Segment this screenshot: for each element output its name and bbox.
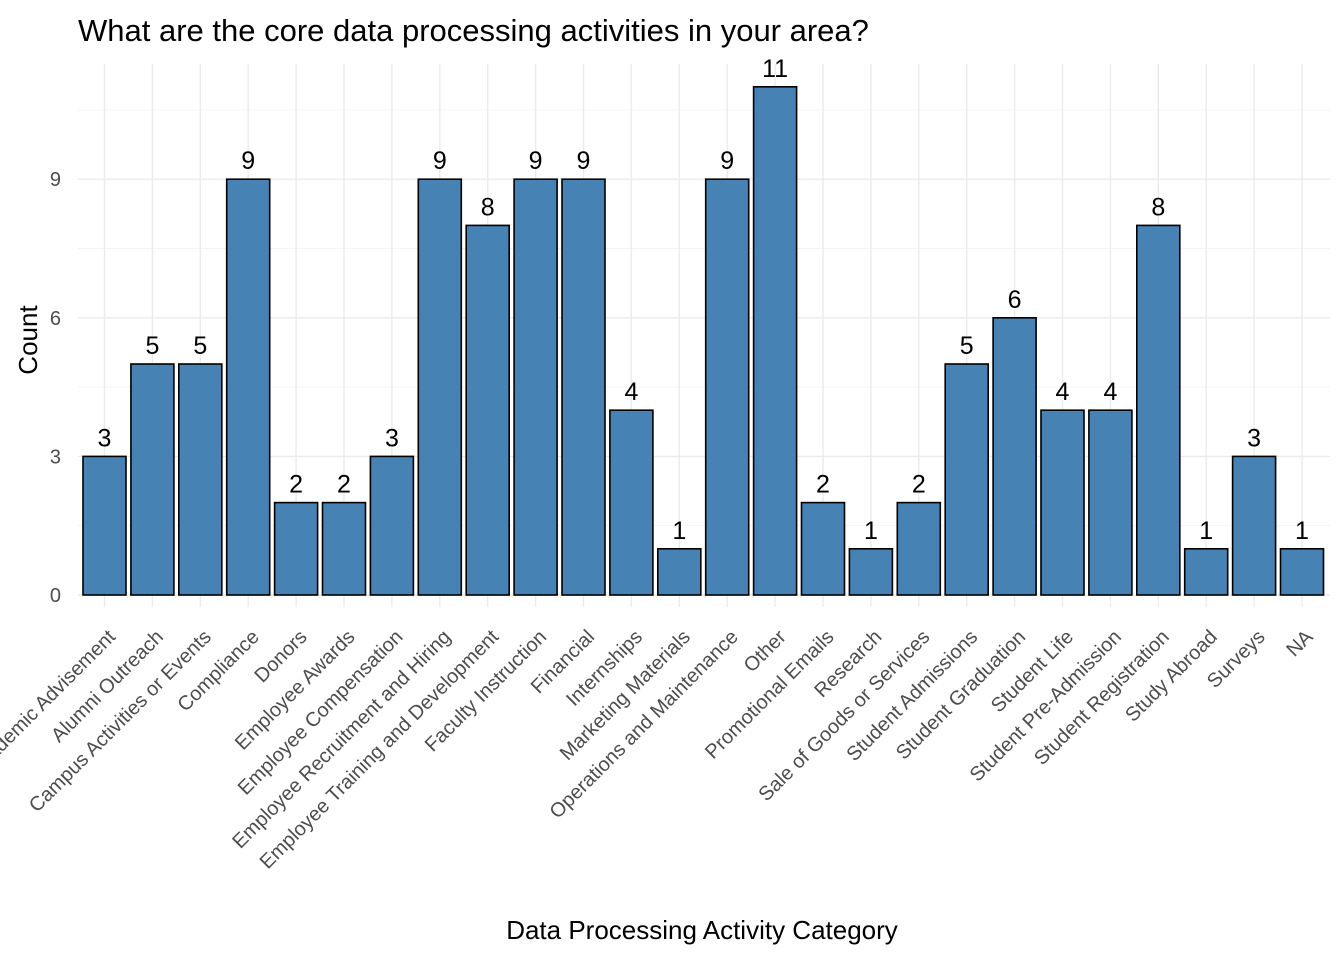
bar-17 [896,501,942,596]
bar-14 [752,86,798,596]
bar-16 [848,547,894,596]
bar-11 [609,409,654,596]
bar-value-label: 4 [624,378,638,406]
bar-13 [704,178,750,596]
bar-value-label: 1 [1295,517,1309,545]
bar-value-label: 1 [1199,517,1213,545]
bar-20 [1040,409,1085,596]
bar-value-label: 3 [1247,424,1261,452]
bar-25 [1279,547,1325,596]
x-axis-title: Data Processing Activity Category [506,915,898,945]
bar-5 [321,501,367,596]
bar-0 [82,455,127,596]
bar-18 [944,363,990,596]
bar-value-label: 9 [433,147,447,175]
bar-value-label: 11 [762,55,788,83]
bar-8 [465,224,511,596]
bar-value-label: 5 [193,332,207,360]
bar-9 [513,178,558,596]
bar-2 [178,363,223,596]
bar-value-label: 9 [529,147,543,175]
bar-21 [1088,409,1133,596]
chart-title: What are the core data processing activi… [78,13,869,48]
bar-value-label: 5 [960,332,974,360]
y-tick-label: 9 [50,169,61,191]
bar-19 [992,316,1037,596]
bar-value-label: 2 [289,471,303,499]
bar-value-labels: 3 5 5 9 2 2 3 9 8 9 9 4 1 9 11 2 1 2 5 6 4 4 8 1 3 1 [98,55,1309,545]
bar-value-label: 9 [577,147,591,175]
x-tick-label: NA [1282,626,1318,662]
y-axis-tick-labels: 0 3 6 9 [50,169,61,607]
bar-22 [1136,224,1181,596]
bar-value-label: 2 [337,471,351,499]
y-tick-label: 0 [50,585,61,607]
bar-value-label: 3 [98,424,112,452]
bar-value-label: 4 [1056,378,1070,406]
bar-12 [656,547,702,596]
bar-value-label: 1 [864,517,878,545]
y-tick-label: 3 [50,446,61,468]
bar-24 [1231,455,1277,596]
bar-10 [561,178,606,596]
bar-value-label: 6 [1008,286,1022,314]
x-tick-label: Campus Activities or Events [25,626,216,817]
bars [82,86,1325,596]
bar-value-label: 2 [912,471,926,499]
bar-value-label: 2 [816,471,830,499]
bar-7 [417,178,463,596]
bar-value-label: 8 [1151,193,1165,221]
bar-value-label: 4 [1103,378,1117,406]
bar-6 [369,455,415,596]
bar-value-label: 9 [241,147,255,175]
y-tick-label: 6 [50,308,61,330]
bar-4 [273,501,319,596]
bar-15 [800,501,846,596]
y-axis-title: Count [13,305,43,375]
bar-value-label: 5 [145,332,159,360]
bar-1 [130,363,175,596]
bar-value-label: 9 [720,147,734,175]
bar-value-label: 3 [385,424,399,452]
bar-value-label: 8 [481,193,495,221]
bar-23 [1183,547,1229,596]
bar-3 [225,178,271,596]
bar-value-label: 1 [672,517,686,545]
